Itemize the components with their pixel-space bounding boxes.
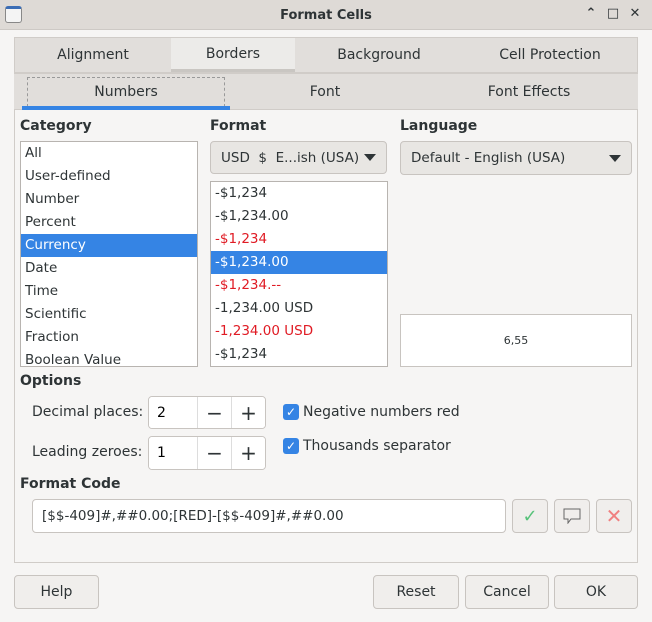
- window-title: Format Cells: [280, 8, 372, 23]
- format-code-input[interactable]: [32, 499, 506, 533]
- inner-tab-bar: Numbers Font Font Effects: [14, 74, 638, 110]
- negative-red-label: Negative numbers red: [303, 404, 460, 420]
- options-label: Options: [20, 373, 82, 389]
- decimal-places-spinner: −+: [148, 396, 266, 429]
- maximize-icon[interactable]: □: [606, 6, 620, 21]
- category-item[interactable]: Currency: [21, 234, 197, 257]
- tab-borders[interactable]: Borders: [171, 38, 295, 72]
- category-item[interactable]: User-defined: [25, 168, 111, 184]
- minimize-icon[interactable]: ⌃: [585, 6, 597, 21]
- format-item[interactable]: -$1,234: [215, 231, 268, 247]
- leading-zeroes-input[interactable]: [149, 437, 197, 469]
- category-list[interactable]: All User-defined Number Percent Currency Date…: [20, 141, 198, 367]
- format-label: Format: [210, 118, 267, 134]
- decrement-button[interactable]: −: [197, 397, 231, 428]
- delete-button[interactable]: ✕: [596, 499, 632, 533]
- tab-alignment[interactable]: Alignment: [57, 47, 129, 63]
- tab-numbers-label: Numbers: [27, 76, 225, 107]
- close-icon[interactable]: ✕: [629, 6, 641, 21]
- cancel-button[interactable]: Cancel: [465, 575, 549, 609]
- tab-font-effects[interactable]: Font Effects: [487, 83, 571, 100]
- format-item[interactable]: -$1,234: [215, 185, 268, 201]
- chevron-down-icon: [364, 154, 376, 161]
- language-dropdown[interactable]: Default - English (USA): [400, 141, 632, 175]
- apply-button[interactable]: ✓: [512, 499, 548, 533]
- category-label: Category: [20, 118, 92, 134]
- format-code-label: Format Code: [20, 476, 121, 492]
- leading-zeroes-spinner: −+: [148, 436, 266, 470]
- window-icon: [5, 6, 22, 23]
- negative-red-checkbox[interactable]: ✓ Negative numbers red: [283, 404, 460, 420]
- format-list[interactable]: -$1,234 -$1,234.00 -$1,234 -$1,234.00 -$1,23…: [210, 181, 388, 367]
- leading-zeroes-label: Leading zeroes:: [32, 444, 143, 460]
- checkmark-icon: ✓: [283, 438, 299, 454]
- thousands-separator-label: Thousands separator: [303, 438, 451, 454]
- help-button[interactable]: Help: [14, 575, 99, 609]
- category-item[interactable]: Boolean Value: [25, 352, 122, 367]
- preview-text: 6,55: [503, 334, 529, 347]
- category-item[interactable]: Scientific: [25, 306, 87, 322]
- reset-button[interactable]: Reset: [373, 575, 459, 609]
- tab-cell-protection[interactable]: Cell Protection: [499, 47, 601, 63]
- category-item[interactable]: Time: [25, 283, 59, 299]
- decimal-places-input[interactable]: [149, 397, 197, 428]
- currency-dropdown-value: USD $ E...ish (USA): [221, 149, 360, 166]
- currency-dropdown[interactable]: USD $ E...ish (USA): [210, 141, 387, 174]
- ok-button[interactable]: OK: [554, 575, 638, 609]
- thousands-separator-checkbox[interactable]: ✓ Thousands separator: [283, 438, 451, 454]
- format-item[interactable]: -$1,234.00: [211, 251, 387, 274]
- tab-numbers[interactable]: Numbers: [22, 74, 230, 110]
- format-item[interactable]: -1,234.00 USD: [215, 323, 314, 339]
- increment-button[interactable]: +: [231, 397, 265, 428]
- category-item[interactable]: Number: [25, 191, 80, 207]
- category-item[interactable]: Percent: [25, 214, 76, 230]
- language-label: Language: [400, 118, 478, 134]
- format-item[interactable]: -$1,234: [215, 346, 268, 362]
- preview-box: 6,55: [400, 314, 632, 367]
- decimal-places-label: Decimal places:: [32, 404, 144, 420]
- increment-button[interactable]: +: [231, 437, 265, 469]
- comment-icon: [563, 508, 581, 524]
- x-icon: ✕: [605, 504, 623, 528]
- category-item[interactable]: Date: [25, 260, 58, 276]
- language-dropdown-value: Default - English (USA): [411, 150, 566, 166]
- decrement-button[interactable]: −: [197, 437, 231, 469]
- outer-tab-bar: Alignment Borders Background Cell Protec…: [14, 37, 638, 73]
- tab-background[interactable]: Background: [337, 47, 421, 63]
- check-icon: ✓: [522, 505, 538, 527]
- tab-font[interactable]: Font: [309, 83, 341, 100]
- format-item[interactable]: -1,234.00 USD: [215, 300, 314, 316]
- comment-button[interactable]: [554, 499, 590, 533]
- chevron-down-icon: [609, 154, 621, 162]
- category-item[interactable]: Fraction: [25, 329, 79, 345]
- format-item[interactable]: -$1,234.00: [215, 208, 289, 224]
- checkmark-icon: ✓: [283, 404, 299, 420]
- format-item[interactable]: -$1,234.--: [215, 277, 282, 293]
- category-item[interactable]: All: [25, 145, 42, 161]
- title-bar: Format Cells ⌃ □ ✕: [0, 0, 652, 30]
